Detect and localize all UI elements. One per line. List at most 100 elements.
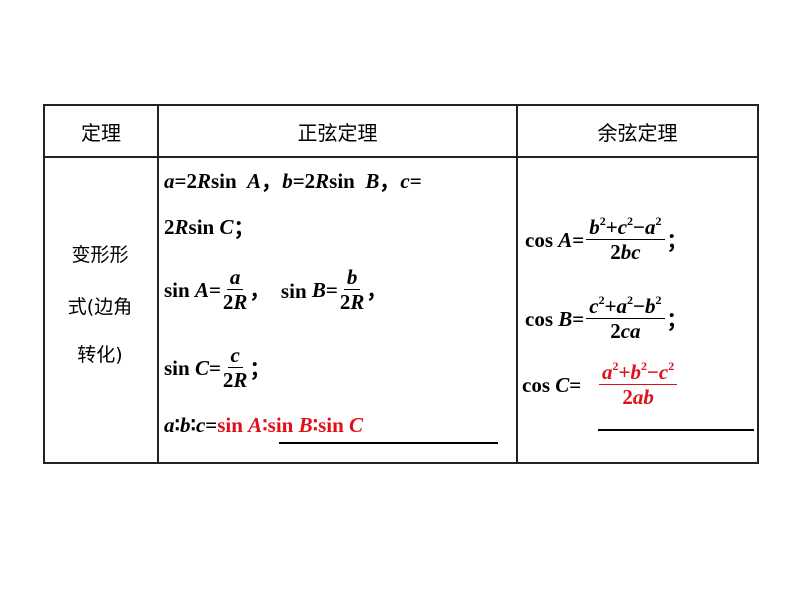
variable: R bbox=[233, 367, 248, 392]
variable: a bbox=[645, 215, 656, 240]
exponent: 2 bbox=[627, 293, 634, 308]
exponent: 2 bbox=[668, 359, 675, 374]
denominator: 2bc bbox=[610, 240, 640, 264]
math-text: cos bbox=[525, 306, 559, 331]
math-text: =2 bbox=[292, 168, 316, 193]
cosine-formula: cos A = b2+c2−a2 2bc； bbox=[525, 212, 688, 268]
variable: R bbox=[350, 289, 365, 314]
fraction: a 2R bbox=[223, 266, 248, 314]
math-text: ∶ bbox=[190, 412, 196, 437]
math-text: sin bbox=[164, 277, 195, 302]
math-text: + bbox=[618, 360, 631, 385]
variable: b bbox=[630, 360, 641, 385]
fraction: c 2R bbox=[223, 344, 248, 392]
math-text: ， bbox=[379, 170, 401, 194]
header-label: 定理 bbox=[81, 120, 121, 145]
header-cosine-law: 余弦定理 bbox=[516, 104, 759, 158]
row-label-line: 式(边角 bbox=[67, 296, 133, 318]
sine-formula: sin A = a 2R， sin B = b 2R， bbox=[164, 262, 387, 318]
numerator: b2+c2−a2 bbox=[586, 214, 665, 241]
variable: bc bbox=[620, 240, 641, 265]
math-text: ， bbox=[261, 170, 283, 194]
variable: ca bbox=[620, 319, 641, 344]
variable: B bbox=[365, 168, 380, 193]
variable: c bbox=[400, 168, 410, 193]
math-text: cos bbox=[525, 227, 559, 252]
variable: c bbox=[617, 215, 628, 240]
numerator: c2+a2−b2 bbox=[586, 293, 665, 320]
exponent: 2 bbox=[655, 214, 662, 229]
math-text: 2 bbox=[610, 240, 621, 265]
math-text: ， bbox=[366, 279, 388, 303]
math-text: =2 bbox=[174, 168, 197, 193]
variable: b bbox=[645, 294, 656, 319]
variable: b bbox=[282, 168, 293, 193]
math-text: + bbox=[604, 294, 617, 319]
math-text: = bbox=[572, 227, 585, 252]
math-text: 2 bbox=[222, 367, 234, 392]
math-text: = bbox=[205, 412, 218, 437]
variable: R bbox=[233, 289, 248, 314]
math-text: cos bbox=[522, 372, 556, 397]
variable: a bbox=[229, 264, 241, 289]
math-text: 2 bbox=[622, 385, 633, 410]
variable: A bbox=[194, 277, 209, 302]
variable: c bbox=[195, 412, 206, 437]
math-text: ； bbox=[666, 308, 688, 332]
cosine-formula: cos B = c2+a2−b2 2ca； bbox=[525, 291, 688, 347]
variable: C bbox=[555, 372, 570, 397]
variable: c bbox=[658, 360, 669, 385]
numerator: a2+b2−c2 bbox=[598, 359, 678, 386]
math-text: = bbox=[208, 277, 221, 302]
math-text: ； bbox=[249, 357, 271, 381]
math-text: sin bbox=[329, 168, 366, 193]
sine-formula: sin C = c 2R； bbox=[164, 340, 270, 396]
variable: A bbox=[247, 168, 262, 193]
numerator: a bbox=[226, 264, 244, 290]
math-text: 2 bbox=[610, 319, 621, 344]
math-text: = bbox=[572, 306, 585, 331]
variable: B bbox=[311, 277, 326, 302]
variable: b bbox=[346, 264, 358, 289]
variable: B bbox=[298, 412, 313, 437]
variable: b bbox=[589, 215, 600, 240]
variable: R bbox=[315, 168, 330, 193]
variable: A bbox=[558, 227, 573, 252]
variable: R bbox=[174, 214, 189, 239]
variable: R bbox=[196, 168, 211, 193]
variable: a bbox=[616, 294, 628, 319]
cosine-cell bbox=[516, 156, 759, 464]
math-text: = bbox=[325, 277, 338, 302]
math-text: ∶ bbox=[174, 412, 180, 437]
header-label: 正弦定理 bbox=[297, 120, 378, 145]
math-text: − bbox=[633, 215, 645, 240]
header-sine-law: 正弦定理 bbox=[157, 104, 518, 158]
sine-ratio-formula: a ∶ b ∶ c = sin A ∶sin B ∶sin C bbox=[164, 410, 363, 440]
fraction: b2+c2−a2 2bc bbox=[586, 214, 665, 264]
fraction: c2+a2−b2 2ca bbox=[586, 293, 665, 344]
math-text: ∶sin bbox=[312, 412, 350, 437]
math-text: = bbox=[409, 168, 422, 193]
math-text: ； bbox=[666, 229, 688, 253]
answer-blank-underline bbox=[279, 442, 498, 444]
numerator: b bbox=[343, 264, 361, 290]
math-text: sin bbox=[217, 412, 249, 437]
math-text: 2 bbox=[164, 214, 175, 239]
variable: B bbox=[558, 306, 573, 331]
denominator: 2R bbox=[340, 290, 365, 314]
fraction: b 2R bbox=[340, 266, 365, 314]
math-text: 2 bbox=[222, 289, 234, 314]
variable: C bbox=[194, 355, 209, 380]
row-label-line: 转化) bbox=[77, 344, 123, 366]
exponent: 2 bbox=[599, 214, 606, 229]
variable: a bbox=[164, 168, 175, 193]
denominator: 2ab bbox=[622, 385, 654, 409]
denominator: 2R bbox=[223, 368, 248, 392]
math-text: sin bbox=[210, 168, 248, 193]
header-label: 余弦定理 bbox=[597, 120, 678, 145]
row-label-line: 变形形 bbox=[71, 244, 129, 266]
math-text: 2 bbox=[339, 289, 351, 314]
math-text: sin bbox=[164, 355, 195, 380]
